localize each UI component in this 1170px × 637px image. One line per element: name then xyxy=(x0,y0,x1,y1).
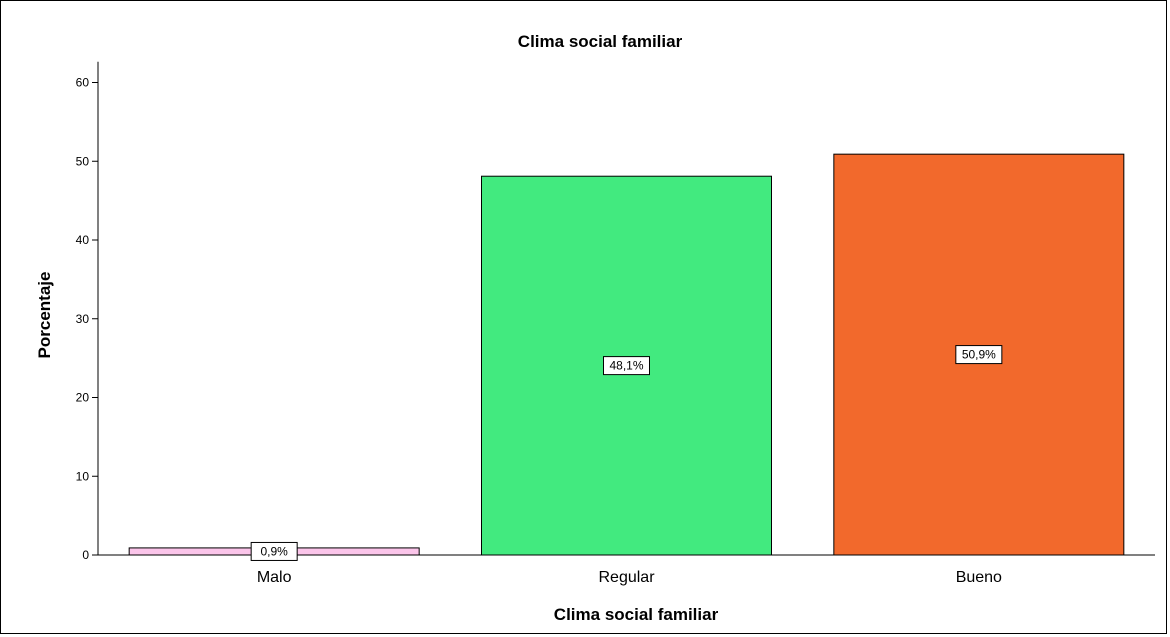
y-axis: 0 10 20 30 40 50 60 xyxy=(76,61,99,562)
data-label-box xyxy=(250,541,298,561)
data-labels-group: 0,9% 48,1% 50,9% xyxy=(250,345,1003,561)
y-tick-label: 10 xyxy=(76,469,90,483)
chart-title: Clima social familiar xyxy=(518,32,683,51)
data-label: 0,9% xyxy=(250,541,298,561)
data-label-box xyxy=(603,356,650,376)
y-tick-label: 60 xyxy=(76,76,90,90)
data-label-text: 48,1% xyxy=(609,359,643,373)
y-tick-label: 0 xyxy=(82,548,89,562)
data-label: 48,1% xyxy=(603,356,650,376)
x-axis: Malo Regular Bueno xyxy=(98,554,1155,586)
x-axis-title: Clima social familiar xyxy=(554,605,719,624)
data-label: 50,9% xyxy=(955,345,1003,365)
y-tick-label: 40 xyxy=(76,233,90,247)
y-tick-label: 50 xyxy=(76,154,90,168)
y-axis-title: Porcentaje xyxy=(35,272,54,359)
data-label-text: 50,9% xyxy=(962,348,996,362)
y-tick-label: 20 xyxy=(76,391,90,405)
data-label-box xyxy=(955,345,1003,365)
data-label-text: 0,9% xyxy=(260,544,288,558)
x-tick-label: Bueno xyxy=(956,569,1002,586)
x-tick-label: Malo xyxy=(257,569,292,586)
y-tick-label: 30 xyxy=(76,312,90,326)
x-tick-label: Regular xyxy=(598,569,655,586)
